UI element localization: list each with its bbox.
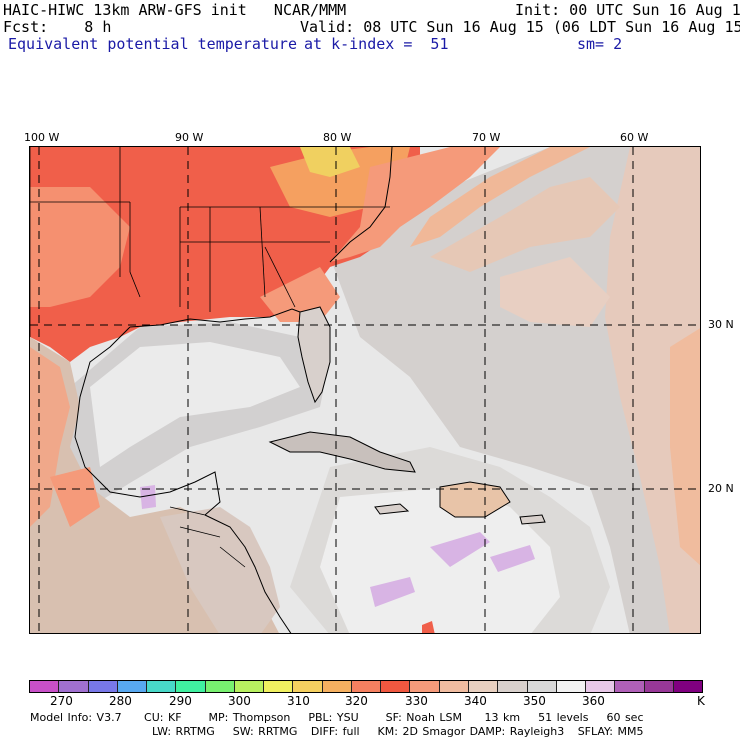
mexico-coastline [74, 326, 221, 516]
puerto-rico-island [519, 514, 546, 525]
lon-label-100w: 100 W [24, 131, 60, 144]
colorbar-cell [351, 681, 382, 692]
colorbar-cell [88, 681, 118, 692]
appalachian-yellow [300, 147, 360, 177]
atlantic-grey-field [330, 147, 700, 633]
model-info-line2: LW: RRTMG SW: RRTMG DIFF: full KM: 2D Sm… [152, 725, 644, 738]
colorbar-cell [293, 681, 323, 692]
mexico-peach-field [30, 347, 70, 527]
lon-label-90w: 90 W [175, 131, 204, 144]
colorbar-cell [234, 681, 265, 692]
colorbar-label-280: 280 [109, 694, 132, 708]
color-scale-bar [29, 680, 703, 693]
field-name: Equivalent potential temperature [8, 35, 297, 53]
atlantic-coast-peach [410, 147, 590, 247]
colorbar-cell [644, 681, 674, 692]
atlantic-tan-band-2 [430, 177, 620, 272]
florida-peninsula [297, 306, 331, 404]
colorbar-cell [117, 681, 148, 692]
colorbar-cell [59, 681, 89, 692]
atlantic-tan-field-east [605, 147, 700, 633]
latlon-grid [30, 147, 700, 633]
colorbar-cell [615, 681, 645, 692]
colorbar-cell [498, 681, 528, 692]
colorbar-label-300: 300 [228, 694, 251, 708]
colorbar-cell [439, 681, 469, 692]
colorbar-cell [176, 681, 206, 692]
lat-label-30n: 30 N [708, 318, 734, 331]
colorbar-label-350: 350 [523, 694, 546, 708]
lat-label-20n: 20 N [708, 482, 734, 495]
colorbar-cell [410, 681, 440, 692]
colorbar-label-340: 340 [464, 694, 487, 708]
mexico-orange-spots [50, 467, 100, 527]
colorbar-cell [556, 681, 587, 692]
colorbar-cell [30, 681, 60, 692]
central-america-coastline [204, 514, 292, 633]
lon-label-60w: 60 W [620, 131, 649, 144]
jamaica-island [374, 503, 410, 515]
colorbar-cell [673, 681, 703, 692]
lavender-patch-3 [490, 545, 535, 572]
central-america-tan [160, 507, 280, 633]
atlantic-tan-band [500, 257, 610, 327]
colorbar-cell [586, 681, 616, 692]
lavender-patch-1 [430, 532, 490, 567]
atlantic-coastline [329, 147, 393, 263]
political-borders [30, 147, 390, 568]
red-spot-caribbean [422, 621, 435, 633]
valid-time: Valid: 08 UTC Sun 16 Aug 15 (06 LDT Sun … [300, 18, 740, 36]
colorbar-label-330: 330 [405, 694, 428, 708]
forecast-hour: Fcst: 8 h [3, 18, 112, 36]
us-salmon-field [30, 187, 130, 307]
gulf-coastline [129, 308, 301, 328]
theta-e-map [29, 146, 701, 634]
lavender-patch-4 [140, 485, 156, 509]
gulf-light-field [90, 342, 300, 467]
atlantic-coast-salmon [330, 147, 500, 262]
colorbar-cell [381, 681, 411, 692]
colorbar-cell [205, 681, 235, 692]
level-info: at k-index = 51 [304, 35, 449, 53]
cuba-island [268, 431, 416, 473]
hispaniola-island [439, 481, 511, 518]
colorbar-cell [527, 681, 557, 692]
colorbar-label-310: 310 [287, 694, 310, 708]
lavender-patch-2 [370, 577, 415, 607]
colorbar-cell [322, 681, 352, 692]
colorbar-label-320: 320 [345, 694, 368, 708]
model-title: HAIC-HIWC 13km ARW-GFS init NCAR/MMM [3, 1, 347, 19]
smoothing-info: sm= 2 [577, 35, 623, 53]
colorbar-label-290: 290 [169, 694, 192, 708]
colorbar-cell [264, 681, 294, 692]
lon-label-70w: 70 W [472, 131, 501, 144]
colorbar-cell [468, 681, 499, 692]
map-canvas [30, 147, 700, 633]
model-info-line1: Model Info: V3.7 CU: KF MP: Thompson PBL… [30, 711, 644, 724]
colorbar-cell [147, 681, 177, 692]
colorbar-unit: K [697, 694, 705, 708]
colorbar-label-360: 360 [582, 694, 605, 708]
lon-label-80w: 80 W [323, 131, 352, 144]
colorbar-label-270: 270 [50, 694, 73, 708]
init-time: Init: 00 UTC Sun 16 Aug 15 [515, 1, 740, 19]
atlantic-peach-east [670, 328, 700, 566]
